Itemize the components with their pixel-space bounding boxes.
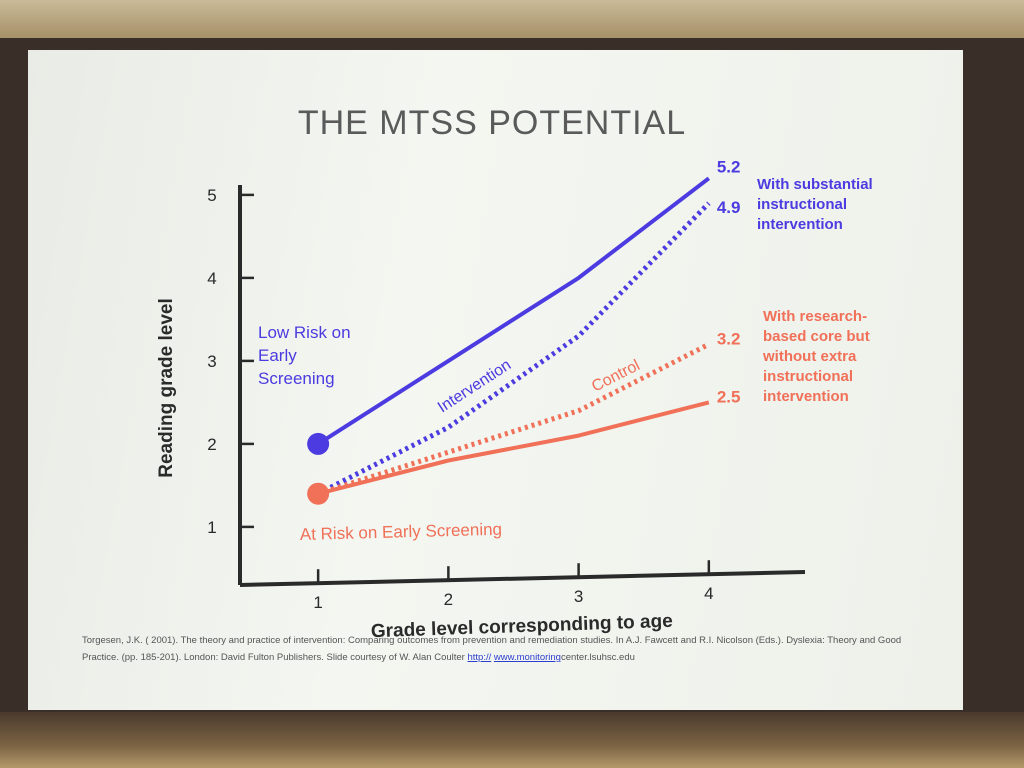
end-value-label: 5.2 — [717, 157, 741, 176]
start-dot-low-risk — [307, 432, 330, 455]
intervention-label: Intervention — [435, 357, 514, 417]
end-value-label: 4.9 — [717, 198, 741, 217]
ceiling-background — [0, 0, 1024, 40]
y-tick-label: 4 — [207, 269, 216, 288]
y-tick-label: 3 — [207, 352, 216, 371]
substantial-intervention-note: intervention — [757, 216, 843, 233]
research-core-note: based core but — [763, 328, 870, 345]
x-tick-label: 4 — [704, 584, 713, 603]
chart-title: THE MTSS POTENTIAL — [298, 104, 686, 142]
series-layer: 5.2 4.9 3.2 2.5 — [307, 157, 741, 505]
research-core-note: intervention — [763, 388, 849, 405]
at-risk-label: At Risk on Early Screening — [300, 520, 503, 544]
y-tick-label: 5 — [207, 186, 216, 205]
reference-link-2[interactable]: www.monitoring — [493, 652, 561, 663]
end-value-label: 3.2 — [717, 329, 741, 348]
x-tick-label: 1 — [313, 593, 322, 612]
axes: 1 2 3 4 5 1 2 3 4 — [207, 185, 806, 612]
low-risk-label: Low Risk on — [258, 323, 351, 342]
y-axis-label: Reading grade level — [156, 298, 177, 478]
x-axis-line — [239, 570, 806, 587]
series-line-1 — [317, 176, 711, 446]
x-tick-label: 3 — [574, 587, 583, 606]
series-line-2 — [317, 201, 711, 496]
end-value-label: 2.5 — [717, 387, 741, 406]
substantial-intervention-note: instructional — [757, 196, 847, 213]
series-line-4 — [317, 400, 710, 496]
low-risk-label: Screening — [258, 369, 335, 388]
start-dot-at-risk — [307, 482, 330, 505]
series-line-3 — [317, 342, 710, 497]
low-risk-label: Early — [258, 346, 297, 365]
x-tick-label: 2 — [444, 590, 453, 609]
annotation-layer: Low Risk on Early Screening At Risk on Earl… — [258, 176, 873, 544]
research-core-note: With research- — [763, 308, 867, 325]
research-core-note: instructional — [763, 368, 853, 385]
reference-text: Torgesen, J.K. ( 2001). The theory and p… — [82, 635, 902, 663]
y-tick-label: 2 — [207, 435, 216, 454]
reference-citation: Torgesen, J.K. ( 2001). The theory and p… — [82, 632, 922, 666]
research-core-note: without extra — [762, 348, 857, 365]
substantial-intervention-note: With substantial — [757, 176, 873, 193]
reference-link-rest: center.lsuhsc.edu — [560, 652, 635, 663]
reference-link-1[interactable]: http:// — [467, 652, 492, 663]
floor-background — [0, 712, 1024, 768]
slide — [28, 50, 963, 710]
y-tick-label: 1 — [207, 518, 216, 537]
